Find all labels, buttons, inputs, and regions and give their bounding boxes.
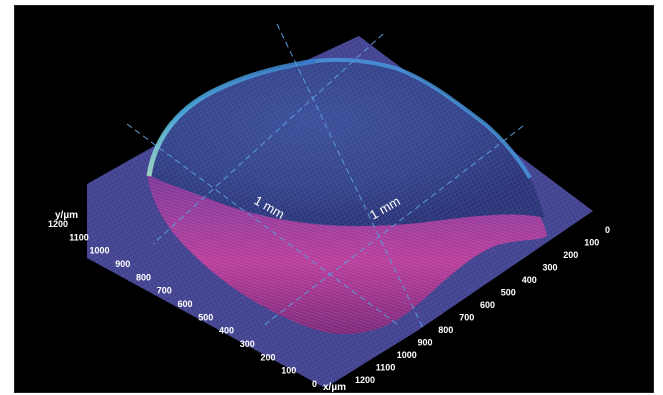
y-tick-label: 1200 (48, 219, 68, 229)
x-axis-label: x/µm (323, 382, 346, 393)
y-tick-label: 900 (115, 259, 130, 269)
y-tick-label: 500 (198, 312, 213, 322)
y-tick-label: 400 (219, 326, 234, 336)
x-tick-label: 300 (543, 263, 558, 273)
y-tick-label: 1000 (89, 246, 109, 256)
x-tick-label: 100 (584, 238, 599, 248)
y-tick-label: 200 (260, 352, 275, 362)
y-axis-label: y/µm (55, 210, 78, 221)
surface-top-mesh (147, 59, 545, 226)
x-tick-label: 400 (522, 275, 537, 285)
y-tick-label: 1100 (69, 232, 89, 242)
plot-frame: 1 mm 1 mm 0 100 200 300 400 500 600 700 800 900 10… (14, 5, 654, 393)
x-tick-label: 1000 (397, 350, 417, 360)
y-tick-label: 700 (157, 286, 172, 296)
x-tick-label: 1200 (355, 375, 375, 385)
y-tick-label: 600 (177, 299, 192, 309)
x-tick-label: 700 (459, 313, 474, 323)
y-tick-label: 0 (312, 379, 317, 389)
dashed-line-4 (262, 125, 524, 327)
x-tick-label: 200 (563, 250, 578, 260)
x-tick-label: 900 (418, 338, 433, 348)
dashed-line-1 (276, 23, 424, 329)
x-tick-label: 800 (438, 325, 453, 335)
x-tick-label: 600 (480, 300, 495, 310)
dashed-line-3 (152, 33, 384, 245)
surface-plot: 1 mm 1 mm 010020030040050060070080090010… (48, 23, 610, 393)
x-tick-label: 500 (501, 288, 516, 298)
surface-rim-left (146, 58, 316, 177)
dashed-line-2 (126, 123, 398, 325)
x-tick-label: 1100 (376, 363, 396, 373)
x-tick-label: 0 (605, 225, 610, 235)
surface-rim-right (314, 57, 532, 180)
y-tick-label: 300 (240, 339, 255, 349)
y-tick-label: 800 (136, 272, 151, 282)
y-tick-label: 100 (281, 366, 296, 376)
